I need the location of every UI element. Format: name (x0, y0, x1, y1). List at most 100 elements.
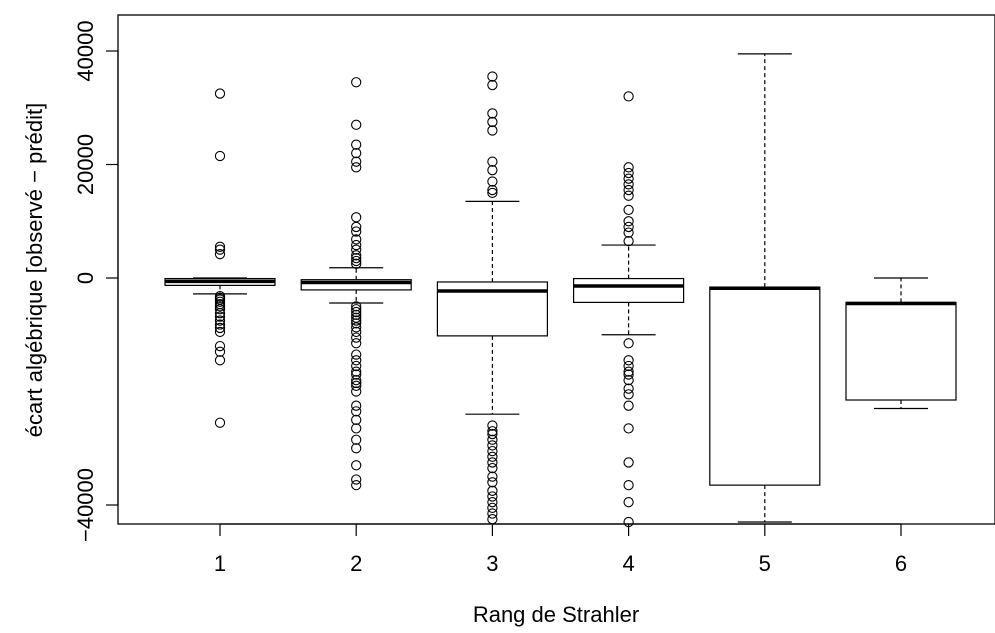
outlier-point (487, 502, 498, 513)
outlier-point (351, 306, 362, 318)
outlier-point (214, 241, 226, 252)
x-axis: 1 2 3 4 5 6 (214, 523, 907, 576)
x-tick-label: 3 (486, 551, 498, 576)
outlier-point (351, 479, 362, 491)
outlier-point (487, 462, 498, 474)
outlier-point (351, 239, 362, 251)
outlier-point (351, 301, 362, 312)
outlier-point (351, 221, 362, 233)
outlier-point (214, 417, 226, 428)
outlier-point (487, 71, 498, 82)
outlier-point (351, 252, 362, 264)
outlier-point (214, 244, 226, 255)
outlier-point (487, 514, 498, 525)
outlier-point (351, 380, 362, 391)
outlier-point (214, 322, 226, 334)
y-tick-label: 0 (73, 272, 98, 284)
outlier-point (351, 77, 362, 88)
outlier-point (487, 116, 498, 128)
outlier-point (351, 304, 362, 315)
outlier-point (351, 326, 362, 338)
boxes-layer (164, 53, 957, 528)
outlier-point (487, 471, 498, 482)
outlier-point (623, 479, 634, 491)
outlier-point (351, 162, 362, 173)
outlier-point (623, 423, 634, 434)
x-tick-label: 4 (622, 551, 634, 576)
outlier-point (351, 309, 362, 321)
box-iqr (572, 277, 685, 304)
box-iqr (300, 279, 412, 291)
outlier-point (487, 426, 498, 437)
outlier-point (351, 460, 362, 471)
outlier-point (487, 428, 498, 440)
outlier-point (623, 457, 634, 468)
outlier-point (623, 173, 634, 184)
outlier-point (214, 319, 226, 330)
outlier-point (623, 235, 634, 247)
outlier-point (487, 445, 498, 457)
outlier-point (351, 255, 362, 267)
outlier-point (351, 244, 362, 255)
outlier-point (487, 491, 498, 502)
outlier-point (623, 389, 634, 400)
outlier-point (214, 308, 226, 319)
outlier-point (623, 221, 634, 233)
outlier-point (623, 360, 634, 372)
y-axis: −40000 0 20000 40000 (73, 20, 119, 542)
outlier-point (623, 216, 634, 227)
outlier-point (623, 369, 634, 380)
x-tick-label: 5 (759, 551, 771, 576)
outlier-point (351, 139, 362, 150)
outlier-point (623, 366, 634, 377)
outlier-point (351, 338, 362, 349)
outlier-point (351, 258, 362, 269)
outlier-point (623, 355, 634, 366)
outlier-point (214, 88, 226, 99)
outlier-point (487, 485, 498, 496)
outlier-point (623, 374, 634, 386)
outlier-point (214, 150, 226, 162)
y-axis-title: écart algébrique [observé − prédit] (22, 103, 47, 437)
outlier-point (214, 304, 226, 315)
outlier-point (623, 190, 634, 201)
outlier-point (623, 179, 634, 190)
outlier-point (351, 322, 362, 333)
outlier-point (214, 249, 226, 260)
outlier-point (487, 434, 498, 445)
outlier-point (623, 184, 634, 196)
outlier-point (351, 332, 362, 343)
outlier-point (487, 497, 498, 508)
outlier-point (351, 250, 362, 261)
box-group-5 (709, 53, 821, 523)
outlier-point (487, 156, 498, 167)
outlier-point (351, 234, 362, 245)
x-tick-label: 1 (214, 551, 226, 576)
outlier-point (351, 318, 362, 329)
outlier-point (351, 369, 362, 380)
outlier-point (351, 360, 362, 372)
outlier-point (351, 147, 362, 159)
outlier-point (351, 474, 362, 485)
outlier-point (351, 443, 362, 454)
box-group-3 (436, 71, 548, 525)
outlier-point (487, 184, 498, 196)
outlier-point (487, 477, 498, 488)
outlier-point (487, 176, 498, 187)
outlier-point (351, 156, 362, 167)
outlier-point (487, 125, 498, 136)
outlier-point (351, 374, 362, 386)
outlier-point (623, 91, 634, 102)
outlier-point (487, 440, 498, 451)
box-group-4 (572, 91, 685, 528)
outlier-point (623, 400, 634, 411)
outlier-point (487, 508, 498, 519)
outlier-point (351, 434, 362, 445)
x-axis-title: Rang de Strahler (473, 602, 639, 627)
outlier-point (623, 383, 634, 394)
plot-frame (117, 14, 995, 525)
x-tick-label: 6 (895, 551, 907, 576)
outlier-point (214, 340, 226, 352)
y-tick-label: 40000 (73, 20, 98, 81)
